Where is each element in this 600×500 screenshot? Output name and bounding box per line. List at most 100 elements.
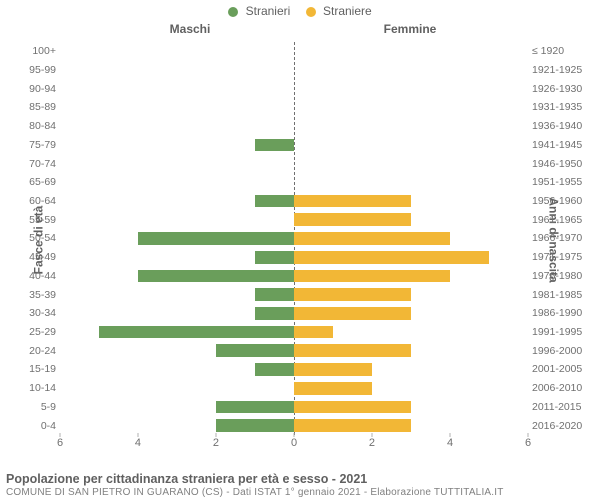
age-label: 15-19	[16, 363, 56, 375]
bar-female	[294, 307, 411, 320]
bar-female	[294, 401, 411, 414]
bar-female	[294, 288, 411, 301]
chart-row: 70-741946-1950	[60, 154, 528, 173]
chart-row: 40-441976-1980	[60, 267, 528, 286]
chart-row: 45-491971-1975	[60, 248, 528, 267]
bar-female	[294, 195, 411, 208]
age-label: 25-29	[16, 326, 56, 338]
age-label: 50-54	[16, 232, 56, 244]
age-label: 100+	[16, 45, 56, 57]
chart-row: 95-991921-1925	[60, 61, 528, 80]
x-axis-ticks: 6420246	[60, 437, 528, 453]
bar-male	[138, 232, 294, 245]
bar-male	[255, 251, 294, 264]
legend-item-male: Stranieri	[228, 4, 290, 18]
bar-female	[294, 344, 411, 357]
chart-row: 35-391981-1985	[60, 285, 528, 304]
plot-area: 6420246 100+≤ 192095-991921-192590-94192…	[60, 42, 528, 435]
chart-row: 55-591961-1965	[60, 210, 528, 229]
chart-row: 100+≤ 1920	[60, 42, 528, 61]
birth-year-label: 1986-1990	[532, 307, 588, 319]
chart-row: 60-641956-1960	[60, 192, 528, 211]
chart-row: 20-241996-2000	[60, 341, 528, 360]
chart-row: 85-891931-1935	[60, 98, 528, 117]
birth-year-label: 1951-1955	[532, 176, 588, 188]
age-label: 95-99	[16, 64, 56, 76]
age-label: 20-24	[16, 345, 56, 357]
bar-male	[138, 270, 294, 283]
birth-year-label: 1996-2000	[532, 345, 588, 357]
bar-female	[294, 213, 411, 226]
birth-year-label: 2006-2010	[532, 382, 588, 394]
x-tick-label: 6	[525, 437, 531, 449]
age-label: 40-44	[16, 270, 56, 282]
footer-title: Popolazione per cittadinanza straniera p…	[6, 472, 594, 486]
bar-female	[294, 363, 372, 376]
chart-row: 25-291991-1995	[60, 323, 528, 342]
age-label: 60-64	[16, 195, 56, 207]
age-label: 30-34	[16, 307, 56, 319]
age-label: 5-9	[16, 401, 56, 413]
x-tick-label: 2	[213, 437, 219, 449]
bar-female	[294, 382, 372, 395]
bar-female	[294, 232, 450, 245]
legend-label-female: Straniere	[323, 4, 372, 18]
birth-year-label: 2016-2020	[532, 420, 588, 432]
birth-year-label: ≤ 1920	[532, 45, 588, 57]
bar-male	[255, 288, 294, 301]
panel-title-male: Maschi	[80, 22, 300, 36]
x-tick-label: 2	[369, 437, 375, 449]
age-label: 85-89	[16, 101, 56, 113]
bar-female	[294, 251, 489, 264]
age-label: 90-94	[16, 83, 56, 95]
age-label: 0-4	[16, 420, 56, 432]
birth-year-label: 1966-1970	[532, 232, 588, 244]
birth-year-label: 2011-2015	[532, 401, 588, 413]
birth-year-label: 1976-1980	[532, 270, 588, 282]
age-label: 45-49	[16, 251, 56, 263]
legend-label-male: Stranieri	[246, 4, 291, 18]
chart-row: 30-341986-1990	[60, 304, 528, 323]
chart-legend: Stranieri Straniere	[0, 4, 600, 18]
birth-year-label: 1971-1975	[532, 251, 588, 263]
birth-year-label: 1936-1940	[532, 120, 588, 132]
birth-year-label: 2001-2005	[532, 363, 588, 375]
age-label: 65-69	[16, 176, 56, 188]
chart-row: 65-691951-1955	[60, 173, 528, 192]
birth-year-label: 1931-1935	[532, 101, 588, 113]
bar-male	[216, 401, 294, 414]
bar-male	[255, 307, 294, 320]
bar-male	[99, 326, 294, 339]
bar-female	[294, 326, 333, 339]
bar-male	[216, 419, 294, 432]
chart-footer: Popolazione per cittadinanza straniera p…	[6, 472, 594, 498]
birth-year-label: 1961-1965	[532, 214, 588, 226]
chart-row: 5-92011-2015	[60, 398, 528, 417]
bar-female	[294, 419, 411, 432]
chart-row: 10-142006-2010	[60, 379, 528, 398]
age-label: 70-74	[16, 158, 56, 170]
panel-title-female: Femmine	[300, 22, 520, 36]
birth-year-label: 1981-1985	[532, 289, 588, 301]
age-label: 55-59	[16, 214, 56, 226]
x-tick-label: 6	[57, 437, 63, 449]
age-label: 10-14	[16, 382, 56, 394]
bar-male	[216, 344, 294, 357]
bar-male	[255, 195, 294, 208]
legend-item-female: Straniere	[306, 4, 372, 18]
birth-year-label: 1956-1960	[532, 195, 588, 207]
bar-male	[255, 363, 294, 376]
x-tick-label: 4	[447, 437, 453, 449]
birth-year-label: 1941-1945	[532, 139, 588, 151]
chart-row: 0-42016-2020	[60, 416, 528, 435]
birth-year-label: 1946-1950	[532, 158, 588, 170]
bar-male	[255, 139, 294, 152]
chart-row: 80-841936-1940	[60, 117, 528, 136]
footer-subtitle: COMUNE DI SAN PIETRO IN GUARANO (CS) - D…	[6, 487, 594, 498]
age-label: 75-79	[16, 139, 56, 151]
chart-row: 50-541966-1970	[60, 229, 528, 248]
birth-year-label: 1926-1930	[532, 83, 588, 95]
chart-row: 75-791941-1945	[60, 136, 528, 155]
age-label: 35-39	[16, 289, 56, 301]
birth-year-label: 1991-1995	[532, 326, 588, 338]
